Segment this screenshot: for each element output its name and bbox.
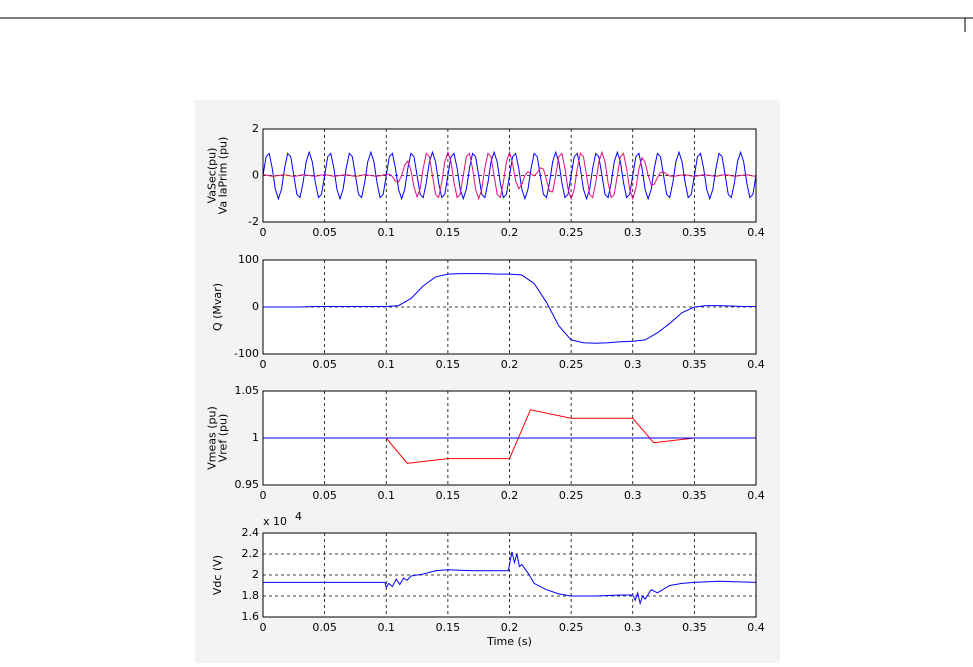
x-tick-label: 0.05 [312, 621, 337, 634]
x-tick-label: 0.2 [501, 489, 519, 502]
x-tick-label: 0.05 [312, 226, 337, 239]
x-tick-label: 0.25 [559, 358, 584, 371]
y-tick-label: 1.05 [235, 384, 260, 397]
x-tick-label: 0.3 [624, 489, 642, 502]
y-tick-label: -2 [248, 215, 259, 228]
y-tick-label: 1.6 [242, 610, 260, 623]
x-tick-label: 0.35 [682, 226, 707, 239]
x-tick-label: 0.25 [559, 621, 584, 634]
axis-multiplier-exponent: 4 [295, 510, 302, 523]
x-tick-label: 0.1 [378, 358, 396, 371]
y-tick-label: 0 [252, 169, 259, 182]
x-tick-label: 0.4 [747, 489, 765, 502]
y-tick-label: 2.4 [242, 526, 260, 539]
x-tick-label: 0.05 [312, 489, 337, 502]
x-tick-label: 0.15 [436, 358, 461, 371]
y-tick-label: -100 [234, 347, 259, 360]
x-tick-label: 0 [260, 621, 267, 634]
y-tick-label: 2.2 [242, 547, 260, 560]
y-tick-label: 2 [252, 568, 259, 581]
data-line [263, 273, 756, 344]
y-axis-label: VaSec(pu) [206, 148, 219, 204]
axis-multiplier: x 10 [263, 515, 287, 528]
x-tick-label: 0.1 [378, 226, 396, 239]
data-line [262, 150, 757, 201]
x-tick-label: 0.3 [624, 358, 642, 371]
data-line [263, 409, 756, 464]
x-tick-label: 0.2 [501, 358, 519, 371]
plot-frame [262, 532, 757, 618]
y-tick-label: 2 [252, 122, 259, 135]
x-tick-label: 0.15 [436, 489, 461, 502]
x-tick-label: 0.05 [312, 358, 337, 371]
x-tick-label: 0.35 [682, 621, 707, 634]
x-tick-label: 0.35 [682, 358, 707, 371]
x-tick-label: 0.35 [682, 489, 707, 502]
y-tick-label: 0.95 [235, 478, 260, 491]
x-tick-label: 0.4 [747, 621, 765, 634]
x-tick-label: 0.1 [378, 621, 396, 634]
plot-frame [262, 128, 757, 223]
x-tick-label: 0.1 [378, 489, 396, 502]
y-axis-label: Vmeas (pu) [206, 406, 219, 470]
y-axis-label: Vdc (V) [211, 555, 224, 595]
plot-frame [262, 390, 757, 486]
x-tick-label: 0.15 [436, 226, 461, 239]
x-axis-label: Time (s) [486, 635, 532, 648]
x-tick-label: 0.25 [559, 489, 584, 502]
y-axis-label: Va IaPrim (pu) [217, 137, 230, 215]
x-tick-label: 0 [260, 358, 267, 371]
y-axis-label: Vref (pu) [217, 414, 230, 462]
data-line [263, 551, 757, 606]
y-axis-label: Q (Mvar) [211, 283, 224, 331]
x-tick-label: 0.3 [624, 226, 642, 239]
y-tick-label: 0 [252, 300, 259, 313]
x-tick-label: 0 [260, 489, 267, 502]
y-tick-label: 1 [252, 431, 259, 444]
x-tick-label: 0 [260, 226, 267, 239]
x-tick-label: 0.4 [747, 358, 765, 371]
x-tick-label: 0.4 [747, 226, 765, 239]
plot-frame [262, 259, 757, 355]
x-tick-label: 0.2 [501, 226, 519, 239]
x-tick-label: 0.15 [436, 621, 461, 634]
y-tick-label: 1.8 [242, 589, 260, 602]
x-tick-label: 0.2 [501, 621, 519, 634]
x-tick-label: 0.3 [624, 621, 642, 634]
y-tick-label: 100 [238, 253, 259, 266]
x-tick-label: 0.25 [559, 226, 584, 239]
